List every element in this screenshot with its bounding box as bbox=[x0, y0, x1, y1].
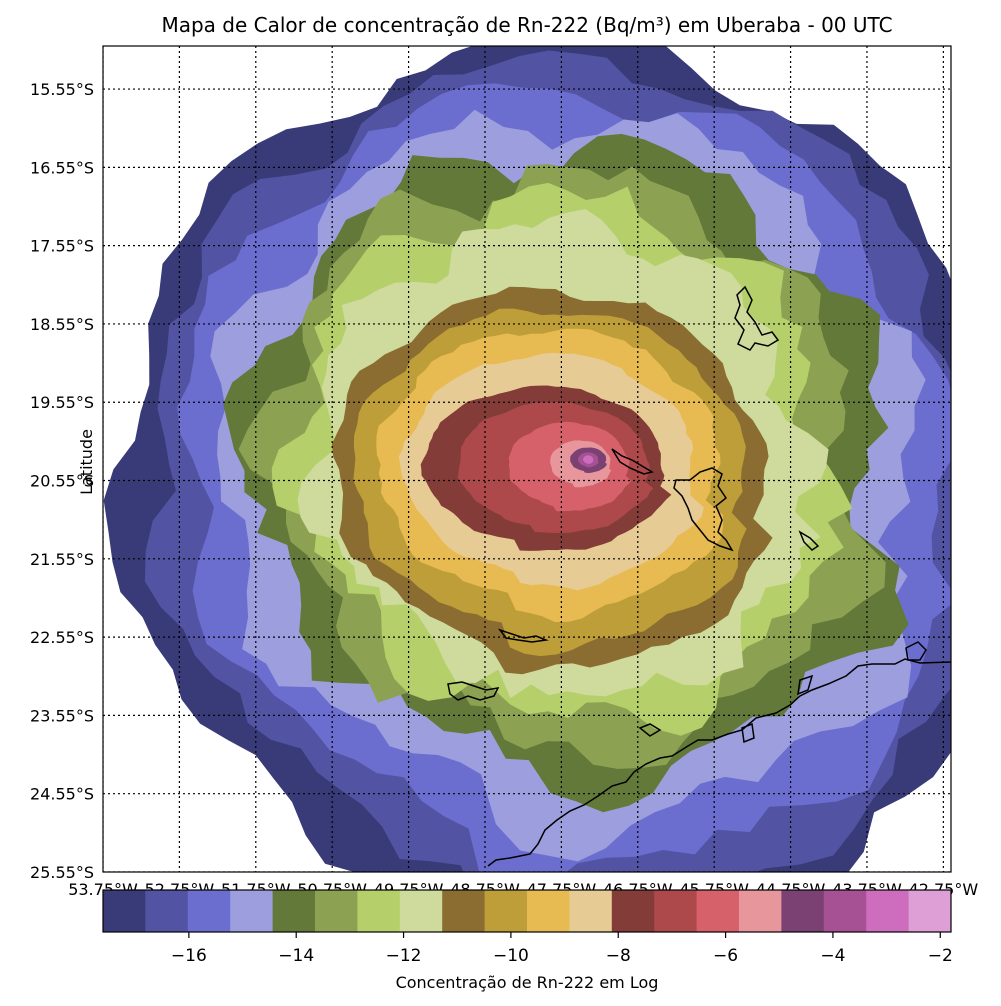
y-axis-label: Latitude bbox=[77, 429, 96, 495]
coastline bbox=[487, 658, 951, 867]
coastline-and-lakes bbox=[447, 285, 951, 867]
coast-bay bbox=[638, 723, 662, 737]
map-plot-area bbox=[103, 46, 951, 872]
lat-tick-label: 22.55°S bbox=[30, 628, 94, 647]
lake-1 bbox=[734, 285, 780, 351]
colorbar-segment bbox=[908, 890, 952, 932]
lake-2 bbox=[611, 448, 654, 475]
colorbar-tick-label: −8 bbox=[606, 946, 631, 966]
lat-tick-label: 23.55°S bbox=[30, 706, 94, 725]
colorbar-segment bbox=[527, 890, 570, 932]
graticule bbox=[103, 46, 951, 872]
colorbar-segment bbox=[696, 890, 740, 932]
lat-tick-label: 17.55°S bbox=[30, 237, 94, 256]
colorbar-segment bbox=[484, 890, 528, 932]
lat-tick-label: 15.55°S bbox=[30, 80, 94, 99]
chart-title: Mapa de Calor de concentração de Rn-222 … bbox=[161, 13, 892, 37]
contour-level-19 bbox=[583, 455, 594, 464]
colorbar-tick-label: −14 bbox=[278, 946, 314, 966]
colorbar-segment bbox=[145, 890, 189, 932]
colorbar-segment bbox=[781, 890, 825, 932]
lat-tick-label: 21.55°S bbox=[30, 550, 94, 569]
colorbar-segment bbox=[442, 890, 486, 932]
lake-6 bbox=[447, 681, 500, 701]
lat-tick-label: 16.55°S bbox=[30, 158, 94, 177]
colorbar-segment bbox=[272, 890, 316, 932]
colorbar-segment bbox=[866, 890, 910, 932]
colorbar-segment bbox=[230, 890, 274, 932]
lat-tick-label: 18.55°S bbox=[30, 315, 94, 334]
coast-island-2 bbox=[741, 722, 755, 744]
colorbar-segment bbox=[315, 890, 358, 932]
colorbar-segment bbox=[357, 890, 401, 932]
lake-3 bbox=[673, 467, 734, 552]
coast-island bbox=[905, 641, 927, 661]
colorbar-tick-label: −6 bbox=[713, 946, 738, 966]
colorbar-segment bbox=[611, 890, 655, 932]
colorbar-segment bbox=[823, 890, 867, 932]
colorbar-segment bbox=[187, 890, 231, 932]
lat-tick-label: 19.55°S bbox=[30, 393, 94, 412]
colorbar-tick-label: −12 bbox=[386, 946, 422, 966]
lake-5 bbox=[497, 628, 549, 643]
lat-tick-label: 24.55°S bbox=[30, 785, 94, 804]
latitude-axis: 15.55°S 16.55°S 17.55°S 18.55°S 19.55°S 20.55… bbox=[30, 80, 94, 882]
colorbar bbox=[103, 890, 952, 932]
colorbar-segment bbox=[399, 890, 443, 932]
concentration-contours bbox=[103, 46, 951, 872]
colorbar-ticks: −16 −14 −12 −10 −8 −6 −4 −2 bbox=[171, 932, 953, 966]
coast-inlet bbox=[797, 674, 814, 696]
colorbar-segment bbox=[654, 890, 698, 932]
colorbar-segment bbox=[739, 890, 782, 932]
colorbar-tick-label: −16 bbox=[171, 946, 207, 966]
colorbar-segment bbox=[569, 890, 613, 932]
lat-tick-label: 25.55°S bbox=[30, 863, 94, 882]
colorbar-frame bbox=[102, 889, 952, 933]
lat-tick-label: 20.55°S bbox=[30, 472, 94, 491]
colorbar-tick-label: −4 bbox=[820, 946, 845, 966]
colorbar-tick-label: −2 bbox=[928, 946, 953, 966]
plot-frame bbox=[102, 45, 952, 873]
colorbar-label: Concentração de Rn-222 em Log bbox=[396, 973, 659, 992]
colorbar-segment bbox=[103, 890, 146, 932]
lake-4 bbox=[798, 530, 820, 551]
colorbar-tick-label: −10 bbox=[493, 946, 529, 966]
